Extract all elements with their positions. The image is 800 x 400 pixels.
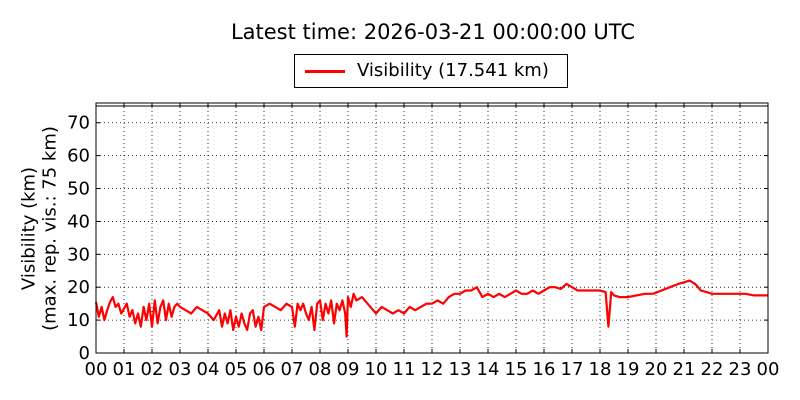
y-tick-label: 50 <box>67 179 90 200</box>
x-tick-label: 21 <box>673 359 696 380</box>
y-tick-label: 30 <box>67 244 90 265</box>
x-tick-label: 07 <box>281 359 304 380</box>
y-tick-label: 60 <box>67 146 90 167</box>
x-tick-label: 01 <box>113 359 136 380</box>
x-tick-label: 04 <box>197 359 220 380</box>
x-axis-ticks: 00 01 02 03 04 05 06 07 08 09 10 11 12 13 14 15 16 17 18 19… <box>85 103 780 380</box>
y-tick-label: 70 <box>67 113 90 134</box>
y-tick-label: 20 <box>67 277 90 298</box>
x-tick-label: 17 <box>561 359 584 380</box>
x-tick-label: 02 <box>141 359 164 380</box>
x-tick-label: 09 <box>337 359 360 380</box>
x-tick-label: 14 <box>477 359 500 380</box>
legend: Visibility (17.541 km) <box>294 54 568 88</box>
legend-swatch <box>305 70 345 73</box>
y-axis-label-line2: (max. rep. vis.: 75 km) <box>39 126 61 331</box>
x-tick-label: 08 <box>309 359 332 380</box>
x-tick-label: 16 <box>533 359 556 380</box>
y-tick-label: 0 <box>79 343 90 364</box>
grid-lines <box>96 103 768 353</box>
x-tick-label: 22 <box>701 359 724 380</box>
x-tick-label: 11 <box>393 359 416 380</box>
plot-frame <box>95 102 769 354</box>
x-tick-label: 06 <box>253 359 276 380</box>
y-axis-label-line1: Visibility (km) <box>18 166 40 291</box>
x-tick-label: 03 <box>169 359 192 380</box>
x-tick-label: 00 <box>85 359 108 380</box>
y-axis-ticks: 0 10 20 30 40 50 60 70 <box>67 113 768 364</box>
legend-label: Visibility (17.541 km) <box>357 60 549 81</box>
x-tick-label: 20 <box>645 359 668 380</box>
x-tick-label: 00 <box>757 359 780 380</box>
x-tick-label: 12 <box>421 359 444 380</box>
chart-title: Latest time: 2026-03-21 00:00:00 UTC <box>230 20 636 44</box>
x-tick-label: 23 <box>729 359 752 380</box>
visibility-series-line <box>94 279 768 338</box>
x-tick-label: 18 <box>589 359 612 380</box>
x-tick-label: 19 <box>617 359 640 380</box>
x-tick-label: 13 <box>449 359 472 380</box>
x-tick-label: 10 <box>365 359 388 380</box>
y-tick-label: 40 <box>67 211 90 232</box>
x-tick-label: 05 <box>225 359 248 380</box>
x-tick-label: 15 <box>505 359 528 380</box>
y-tick-label: 10 <box>67 310 90 331</box>
